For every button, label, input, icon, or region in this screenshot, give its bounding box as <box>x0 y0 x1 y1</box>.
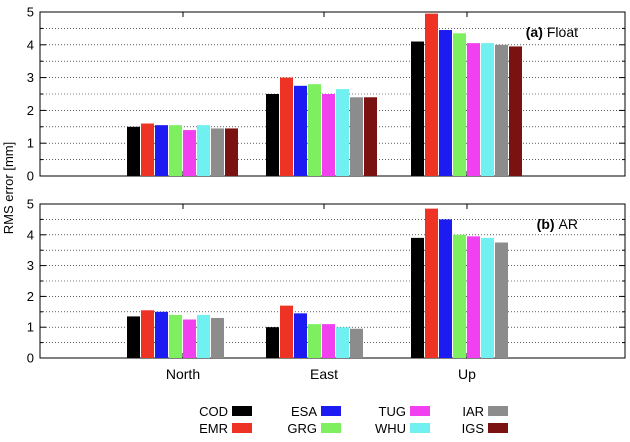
bar-cod-east <box>266 327 279 358</box>
legend-label: TUG <box>379 404 406 419</box>
x-tick-label: North <box>166 366 200 382</box>
bar-cod-north <box>127 316 140 358</box>
bar-grg-north <box>169 125 182 176</box>
bar-tug-north <box>183 130 196 176</box>
y-tick-label: 3 <box>27 258 34 273</box>
legend-item-esa: ESA <box>291 404 341 419</box>
bar-igs-east <box>364 97 377 176</box>
y-tick-label: 0 <box>27 351 34 366</box>
legend-label: IGS <box>462 421 485 436</box>
bar-igs-north <box>225 128 238 176</box>
y-tick-label: 4 <box>27 37 34 52</box>
legend-swatch <box>488 423 508 433</box>
bar-whu-up <box>481 237 494 358</box>
panel-name: Float <box>547 24 578 40</box>
legend-label: GRG <box>287 421 317 436</box>
y-tick-label: 0 <box>27 169 34 184</box>
bar-iar-up <box>495 242 508 358</box>
bar-whu-east <box>336 327 349 358</box>
panel-label: (b) AR <box>537 216 578 232</box>
panel-name: AR <box>559 216 578 232</box>
bar-whu-north <box>197 125 210 176</box>
panel-tag: (a) <box>526 24 543 40</box>
legend-swatch <box>488 406 508 416</box>
bar-esa-up <box>439 219 452 358</box>
y-tick-label: 5 <box>27 197 34 212</box>
bar-emr-east <box>280 305 293 358</box>
bar-whu-up <box>481 43 494 176</box>
panel-label: (a) Float <box>526 24 578 40</box>
legend-label: WHU <box>375 421 406 436</box>
x-tick-label: Up <box>458 366 476 382</box>
bar-cod-east <box>266 94 279 176</box>
legend-swatch <box>410 423 430 433</box>
bar-whu-north <box>197 314 210 358</box>
legend-item-grg: GRG <box>287 421 341 436</box>
bar-cod-north <box>127 126 140 176</box>
bar-tug-east <box>322 324 335 358</box>
bar-iar-up <box>495 44 508 176</box>
y-tick-label: 2 <box>27 289 34 304</box>
bar-grg-north <box>169 314 182 358</box>
y-tick-label: 1 <box>27 136 34 151</box>
legend-item-whu: WHU <box>375 421 430 436</box>
x-axis-labels: North East Up <box>166 366 476 382</box>
bar-emr-north <box>141 123 154 176</box>
bar-emr-north <box>141 310 154 358</box>
panel-tag: (b) <box>537 216 555 232</box>
y-tick-label: 2 <box>27 103 34 118</box>
y-tick-label: 5 <box>27 5 34 20</box>
chart-panels: 0 1 2 3 4 5 (a) Float 0 1 2 3 4 5 (b) AR <box>27 5 626 366</box>
legend: COD ESA TUG IAR EMR GRG WHU IGS <box>199 404 508 436</box>
y-tick-label: 1 <box>27 320 34 335</box>
bar-iar-east <box>350 97 363 176</box>
bar-iar-north <box>211 128 224 176</box>
bar-esa-north <box>155 311 168 358</box>
bar-emr-east <box>280 77 293 176</box>
legend-item-tug: TUG <box>379 404 430 419</box>
bar-igs-up <box>509 46 522 176</box>
bar-esa-east <box>294 313 307 358</box>
legend-swatch <box>232 423 252 433</box>
bar-emr-up <box>425 208 438 358</box>
bar-tug-east <box>322 94 335 176</box>
legend-item-iar: IAR <box>462 404 508 419</box>
bar-tug-up <box>467 236 480 358</box>
bar-tug-north <box>183 319 196 358</box>
bar-emr-up <box>425 13 438 177</box>
legend-item-cod: COD <box>199 404 252 419</box>
bar-iar-east <box>350 328 363 358</box>
legend-swatch <box>410 406 430 416</box>
legend-item-emr: EMR <box>199 421 252 436</box>
bar-cod-up <box>411 41 424 176</box>
bar-esa-east <box>294 85 307 176</box>
legend-label: ESA <box>291 404 317 419</box>
bar-whu-east <box>336 89 349 176</box>
y-tick-label: 4 <box>27 227 34 242</box>
legend-item-igs: IGS <box>462 421 508 436</box>
panel-b: 0 1 2 3 4 5 (b) AR <box>27 197 626 366</box>
y-tick-label: 3 <box>27 70 34 85</box>
bar-grg-east <box>308 84 321 176</box>
x-tick-label: East <box>310 366 338 382</box>
legend-swatch <box>321 423 341 433</box>
bar-esa-up <box>439 30 452 177</box>
y-axis-label: RMS error [mm] <box>1 142 16 234</box>
bar-grg-up <box>453 234 466 358</box>
legend-swatch <box>321 406 341 416</box>
bar-grg-up <box>453 33 466 176</box>
legend-label: EMR <box>199 421 228 436</box>
bar-esa-north <box>155 125 168 176</box>
bar-grg-east <box>308 324 321 358</box>
legend-label: IAR <box>462 404 484 419</box>
bar-tug-up <box>467 43 480 176</box>
bar-iar-north <box>211 317 224 358</box>
legend-label: COD <box>199 404 228 419</box>
panel-a: 0 1 2 3 4 5 (a) Float <box>27 5 626 184</box>
bar-cod-up <box>411 237 424 358</box>
legend-swatch <box>232 406 252 416</box>
